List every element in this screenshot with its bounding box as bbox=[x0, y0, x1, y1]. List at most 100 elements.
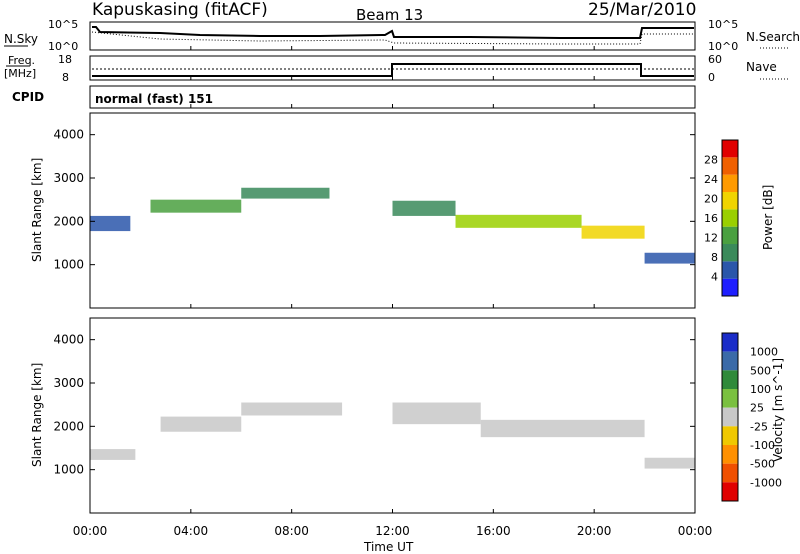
power-colorbar-frame bbox=[721, 139, 739, 297]
nave-label: Nave bbox=[746, 60, 777, 74]
y-tick-label: 3000 bbox=[53, 171, 84, 185]
x-tick-label: 00:00 bbox=[73, 524, 108, 538]
echo-band-6 bbox=[581, 225, 645, 239]
velocity-colorbar-swatch bbox=[722, 351, 738, 371]
power-colorbar-tick: 12 bbox=[704, 232, 718, 245]
echo-band-6 bbox=[644, 457, 695, 469]
power-colorbar-tick: 28 bbox=[704, 154, 718, 167]
echo-band-4 bbox=[392, 200, 456, 216]
noise-left-label: N.Sky bbox=[4, 32, 38, 46]
velocity-panel: 1000 2000 3000 4000 Slant Range [km] bbox=[30, 317, 696, 514]
freq-line bbox=[92, 63, 694, 77]
velocity-colorbar-tick: -100 bbox=[750, 439, 775, 452]
velocity-colorbar-swatch bbox=[722, 445, 738, 464]
power-colorbar-swatch bbox=[722, 174, 738, 192]
y-tick-label: 1000 bbox=[53, 463, 84, 477]
power-colorbar-tick: 4 bbox=[711, 271, 718, 284]
power-colorbar-swatch bbox=[722, 157, 738, 175]
power-colorbar-swatch bbox=[722, 140, 738, 158]
power-y-axis: 1000 2000 3000 4000 bbox=[53, 128, 695, 272]
power-y-title: Slant Range [km] bbox=[30, 158, 44, 262]
velocity-colorbar-tick: 500 bbox=[750, 364, 771, 377]
velocity-echo-layer bbox=[90, 402, 695, 469]
power-colorbar-title: Power [dB] bbox=[761, 185, 775, 250]
power-colorbar-swatch bbox=[722, 226, 738, 244]
echo-band-3 bbox=[241, 402, 343, 416]
echo-band-1 bbox=[90, 449, 136, 460]
power-colorbar-tick: 20 bbox=[704, 193, 718, 206]
echo-band-2 bbox=[160, 416, 242, 432]
velocity-colorbar: 1000 500 100 25 -25 -100 -500 -1000 bbox=[721, 332, 782, 502]
velocity-colorbar-tick: -500 bbox=[750, 458, 775, 471]
x-tick-label: 00:00 bbox=[678, 524, 713, 538]
x-tick-label: 16:00 bbox=[476, 524, 511, 538]
power-colorbar-swatch bbox=[722, 261, 738, 279]
power-colorbar-tick: 8 bbox=[711, 251, 718, 264]
y-tick-label: 4000 bbox=[53, 333, 84, 347]
x-tick-label: 12:00 bbox=[375, 524, 410, 538]
echo-band-3 bbox=[241, 187, 330, 199]
power-colorbar-swatch bbox=[722, 244, 738, 262]
cpid-value: normal (fast) 151 bbox=[95, 92, 213, 106]
velocity-colorbar-swatch bbox=[722, 407, 738, 427]
freq-right-tick-bottom: 0 bbox=[708, 71, 715, 84]
freq-left-tick-bottom: 8 bbox=[62, 71, 69, 84]
power-panel: 1000 2000 3000 4000 Slant Range [km] bbox=[30, 112, 696, 309]
power-colorbar-tick: 24 bbox=[704, 173, 718, 186]
time-axis-title: Time UT bbox=[363, 540, 414, 554]
velocity-colorbar-swatch bbox=[722, 370, 738, 389]
noise-right-tick-bottom: 10^0 bbox=[708, 40, 738, 53]
y-tick-label: 2000 bbox=[53, 214, 84, 228]
power-colorbar-swatch bbox=[722, 278, 738, 296]
velocity-colorbar-swatch bbox=[722, 463, 738, 483]
noise-right-label: N.Search bbox=[746, 30, 800, 44]
beam-label: Beam 13 bbox=[356, 6, 423, 24]
power-colorbar: 4 8 12 16 20 24 28 bbox=[704, 139, 739, 297]
freq-left-label-1: Freq. bbox=[8, 54, 35, 67]
power-echo-layer bbox=[90, 187, 695, 264]
velocity-colorbar-tick: -25 bbox=[750, 420, 768, 433]
noise-panel-frame bbox=[89, 21, 696, 51]
velocity-colorbar-tick: -1000 bbox=[750, 476, 782, 489]
y-tick-label: 3000 bbox=[53, 376, 84, 390]
velocity-colorbar-swatch bbox=[722, 426, 738, 445]
echo-band-5 bbox=[455, 214, 582, 228]
velocity-y-title: Slant Range [km] bbox=[30, 363, 44, 467]
noise-left-tick-bottom: 10^0 bbox=[48, 40, 78, 53]
echo-band-2 bbox=[150, 199, 242, 213]
y-tick-label: 2000 bbox=[53, 419, 84, 433]
noise-right-tick-top: 10^5 bbox=[708, 18, 738, 31]
x-tick-label: 08:00 bbox=[274, 524, 309, 538]
x-tick-label: 20:00 bbox=[577, 524, 612, 538]
velocity-colorbar-tick: 100 bbox=[750, 383, 771, 396]
velocity-colorbar-tick: 25 bbox=[750, 402, 764, 415]
time-axis: 00:00 04:00 08:00 12:00 16:00 20:00 00:00 bbox=[73, 46, 713, 538]
velocity-colorbar-swatch bbox=[722, 482, 738, 501]
velocity-colorbar-frame bbox=[721, 332, 739, 502]
station-title: Kapuskasing (fitACF) bbox=[92, 0, 268, 20]
date-label: 25/Mar/2010 bbox=[588, 0, 696, 20]
noise-search-line bbox=[91, 31, 694, 45]
noise-left-tick-top: 10^5 bbox=[48, 18, 78, 31]
y-tick-label: 1000 bbox=[53, 258, 84, 272]
power-colorbar-tick: 16 bbox=[704, 212, 718, 225]
cpid-label: CPID bbox=[12, 90, 44, 104]
y-tick-label: 4000 bbox=[53, 128, 84, 142]
echo-band-5 bbox=[480, 419, 645, 438]
echo-band-4 bbox=[392, 402, 481, 425]
velocity-colorbar-swatch bbox=[722, 389, 738, 408]
velocity-colorbar-title: Velocity [m s^-1] bbox=[771, 358, 785, 462]
freq-left-label-2: [MHz] bbox=[4, 67, 36, 80]
velocity-colorbar-tick: 1000 bbox=[750, 346, 778, 359]
x-tick-label: 04:00 bbox=[174, 524, 209, 538]
power-colorbar-swatch bbox=[722, 209, 738, 227]
freq-left-tick-top: 18 bbox=[58, 53, 72, 66]
noise-sky-line bbox=[92, 26, 694, 39]
echo-band-7 bbox=[644, 252, 695, 264]
power-colorbar-swatch bbox=[722, 192, 738, 210]
velocity-colorbar-swatch bbox=[722, 333, 738, 352]
echo-band-1 bbox=[90, 215, 131, 232]
velocity-y-axis: 1000 2000 3000 4000 bbox=[53, 333, 695, 477]
freq-right-tick-top: 60 bbox=[708, 53, 722, 66]
